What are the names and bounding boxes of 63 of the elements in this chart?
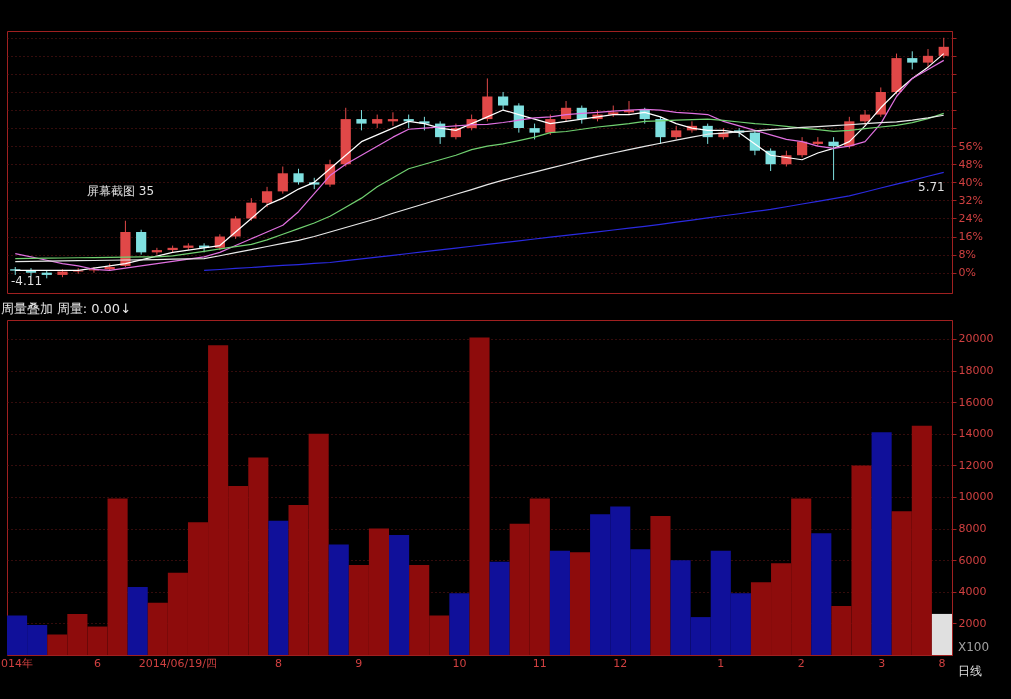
y-tick-label: 8000: [958, 522, 987, 536]
annotation: 屏幕截图 35: [87, 184, 155, 198]
y-tick-label: 32%: [958, 193, 983, 207]
x-tick-label: 2: [797, 656, 805, 670]
x-tick-label: 11: [532, 656, 547, 670]
candlestick: [277, 166, 288, 195]
text: X100: [958, 640, 990, 654]
x-tick-label: 014年: [1, 656, 34, 670]
annotation: 5.71: [918, 180, 945, 194]
bar: [469, 337, 490, 655]
y-tick-label: 16000: [958, 395, 994, 409]
candlestick: [875, 86, 886, 118]
x-tick-label: 12: [613, 656, 628, 670]
x-tick-label: 3: [878, 656, 886, 670]
text: 日线: [958, 664, 982, 678]
bar: [811, 533, 832, 655]
y-tick-label: 4000: [958, 585, 987, 599]
y-tick-label: 20000: [958, 332, 994, 346]
candlestick: [907, 50, 918, 70]
bar: [328, 544, 349, 655]
x-tick-label: 2014/06/19/四: [138, 656, 217, 670]
bar: [489, 561, 510, 655]
line-series: [203, 171, 945, 272]
y-tick-label: 12000: [958, 458, 994, 472]
bar: [931, 613, 952, 655]
y-tick-label: 24%: [958, 211, 983, 225]
candlestick: [356, 109, 367, 131]
y-tick-label: 48%: [958, 157, 983, 171]
candlestick: [136, 229, 147, 256]
candlestick: [230, 215, 241, 240]
candlestick: [655, 116, 666, 145]
y-tick-label: 40%: [958, 175, 983, 189]
x-tick-label: 9: [355, 656, 363, 670]
y-tick-label: 2000: [958, 616, 987, 630]
annotation: -4.11: [11, 274, 43, 288]
chart-title: 周量叠加 周量: 0.00↓: [0, 301, 132, 316]
y-tick-label: 8%: [958, 248, 976, 262]
y-tick-label: 0%: [958, 266, 976, 280]
x-tick-label: 6: [93, 656, 101, 670]
y-tick-label: 6000: [958, 553, 987, 567]
x-tick-label: 8: [274, 656, 282, 670]
y-tick-label: 16%: [958, 230, 983, 244]
y-tick-label: 10000: [958, 490, 994, 504]
x-tick-label: 10: [452, 656, 467, 670]
y-tick-label: 14000: [958, 427, 994, 441]
candlestick: [261, 186, 273, 208]
candlestick: [938, 37, 949, 59]
candlestick: [922, 48, 934, 68]
bar: [549, 550, 570, 655]
y-tick-label: 56%: [958, 139, 983, 153]
x-tick-label: 1: [717, 656, 725, 670]
bar: [871, 432, 892, 655]
candlestick: [828, 136, 839, 181]
bar: [449, 593, 470, 655]
bar: [389, 534, 410, 655]
candlestick: [497, 91, 509, 111]
y-tick-label: 18000: [958, 364, 994, 378]
x-tick-label: 8: [938, 656, 946, 670]
bar: [127, 587, 148, 655]
bar: [569, 552, 591, 655]
bar: [268, 520, 289, 655]
bar: [650, 515, 671, 655]
candlestick: [796, 136, 808, 158]
